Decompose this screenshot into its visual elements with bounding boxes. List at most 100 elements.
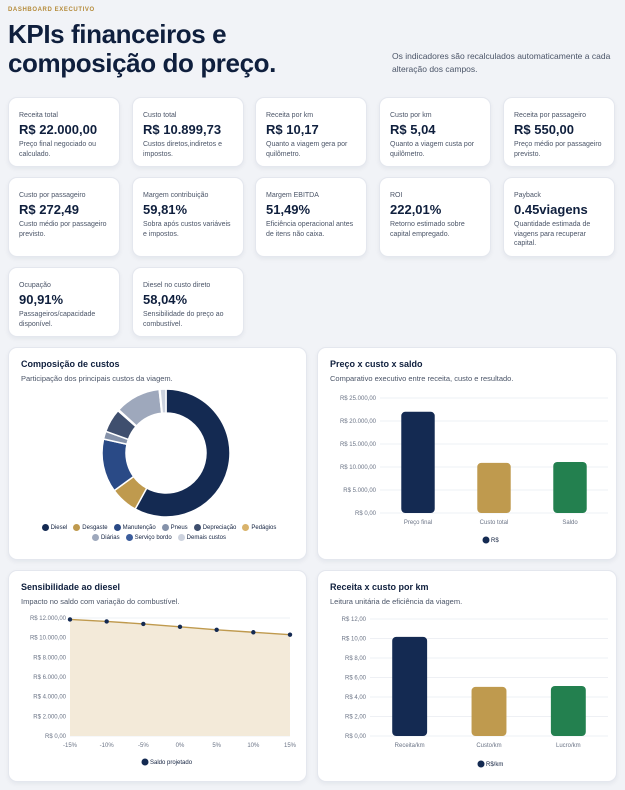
legend-item-diesel[interactable]: Diesel xyxy=(41,524,68,531)
bar-preco-final[interactable] xyxy=(401,411,435,513)
panel-composicao-custos: Composição de custos Participação dos pr… xyxy=(8,347,307,560)
panel-sensibilidade-diesel: Sensibilidade ao diesel Impacto no saldo… xyxy=(8,570,307,782)
kpi-card-custo-por-km: Custo por km R$ 5,04 Quanto a viagem custa… xyxy=(379,97,491,167)
kpi-label: ROI xyxy=(390,192,403,199)
x-tick-label: Saldo xyxy=(562,520,578,526)
kpi-label: Receita total xyxy=(19,112,58,119)
legend-swatch xyxy=(193,524,201,531)
y-tick-label: R$ 6.000,00 xyxy=(33,675,66,681)
legend-swatch xyxy=(242,524,250,531)
legend-label: R$/km xyxy=(486,762,503,768)
x-tick-label: 10% xyxy=(247,743,260,749)
y-tick-label: R$ 25.000,00 xyxy=(340,396,377,402)
y-tick-label: R$ 10.000,00 xyxy=(340,465,377,471)
kpi-description: Quanto a viagem gera por quilômetro. xyxy=(266,141,348,158)
x-tick-label: 15% xyxy=(284,743,297,749)
panel-preco-custo-saldo: Preço x custo x saldo Comparativo execut… xyxy=(317,347,617,560)
bar-receita-km[interactable] xyxy=(392,636,428,736)
y-tick-label: R$ 2,00 xyxy=(345,715,367,721)
bar-custo-km[interactable] xyxy=(471,686,507,736)
legend-swatch xyxy=(41,524,49,531)
y-tick-label: R$ 0,00 xyxy=(355,511,377,517)
bar-chart-km: R$ 0,00 R$ 2,00 R$ 4,00 R$ 6,00 R$ 8,00 R$ 10… xyxy=(342,617,608,768)
dashboard-eyebrow: DASHBOARD EXECUTIVO xyxy=(8,7,95,13)
kpi-card-roi: ROI 222,01% Retorno estimado sobre capital… xyxy=(379,177,491,257)
bar-chart-preco: R$ 0,00 R$ 5.000,00 R$ 10.000,00 R$ 15.000,… xyxy=(340,396,608,544)
kpi-value: 58,04% xyxy=(143,292,188,307)
legend-label: Diesel xyxy=(50,524,68,531)
legend-item-pedagios[interactable]: Pedágios xyxy=(242,524,276,531)
kpi-description: Sensibilidade do preço ao combustível. xyxy=(143,311,224,328)
data-point[interactable] xyxy=(177,624,183,630)
kpi-description: Custo médio por passageiro previsto. xyxy=(19,221,107,238)
legend-swatch xyxy=(73,524,81,531)
kpi-card-receita-total: Receita total R$ 22.000,00 Preço final neg… xyxy=(8,97,120,167)
legend-label: Diárias xyxy=(100,534,120,541)
data-point[interactable] xyxy=(287,632,293,637)
kpi-label: Custo total xyxy=(143,112,177,119)
y-tick-label: R$ 10,00 xyxy=(342,637,367,643)
data-point[interactable] xyxy=(214,627,219,632)
y-tick-label: R$ 0,00 xyxy=(345,734,367,740)
kpi-label: Receita por passageiro xyxy=(514,112,586,119)
y-tick-label: R$ 8.000,00 xyxy=(33,655,66,661)
legend-swatch xyxy=(161,524,169,531)
legend-item-servico-bordo[interactable]: Serviço bordo xyxy=(125,534,172,541)
kpi-value: R$ 550,00 xyxy=(514,122,574,137)
legend-label: Saldo projetado xyxy=(150,760,193,766)
panel-title: Sensibilidade ao diesel xyxy=(21,582,121,592)
kpi-label: Diesel no custo direto xyxy=(143,282,211,289)
x-tick-label: 0% xyxy=(176,743,185,749)
kpi-value: 51,49% xyxy=(266,202,311,217)
legend-swatch[interactable] xyxy=(482,536,490,544)
data-point[interactable] xyxy=(104,619,109,624)
donut-slice-demais-custos[interactable] xyxy=(159,388,167,414)
bar-custo-total[interactable] xyxy=(477,462,511,513)
line-chart-sensibilidade: R$ 0,00 R$ 2.000,00 R$ 4.000,00 R$ 6.000,00… xyxy=(30,616,297,766)
kpi-value: 0.45viagens xyxy=(514,202,588,217)
legend-item-demais-custos[interactable]: Demais custos xyxy=(177,534,226,541)
kpi-description: Quanto a viagem custa por quilômetro. xyxy=(390,141,475,158)
y-tick-label: R$ 12.000,00 xyxy=(30,616,67,622)
y-tick-label: R$ 4,00 xyxy=(345,695,367,701)
kpi-label: Custo por km xyxy=(390,112,432,119)
legend-swatch xyxy=(177,534,185,541)
legend-item-depreciacao[interactable]: Depreciação xyxy=(193,524,236,531)
legend-swatch xyxy=(91,534,99,541)
x-tick-label: Custo/km xyxy=(476,743,501,749)
data-point[interactable] xyxy=(67,617,73,622)
y-tick-label: R$ 20.000,00 xyxy=(340,419,377,425)
kpi-card-custo-total: Custo total R$ 10.899,73 Custos diretos,in… xyxy=(132,97,244,167)
bar-lucro-km[interactable] xyxy=(550,685,586,736)
bar-saldo[interactable] xyxy=(553,461,587,513)
kpi-label: Margem EBITDA xyxy=(266,192,319,199)
x-tick-label: 5% xyxy=(212,743,221,749)
kpi-value: R$ 10,17 xyxy=(266,122,319,137)
kpi-description: Quantidade estimada de viagens para recu… xyxy=(514,221,591,247)
kpi-card-margem-ebitda: Margem EBITDA 51,49% Eficiência operaciona… xyxy=(255,177,367,257)
panel-title: Composição de custos xyxy=(21,359,120,369)
legend-item-diarias[interactable]: Diárias xyxy=(91,534,120,541)
kpi-card-ocupacao: Ocupação 90,91% Passageiros/capacidade dis… xyxy=(8,267,120,337)
data-point[interactable] xyxy=(141,621,146,627)
legend-label: Pneus xyxy=(170,524,188,531)
legend-swatch[interactable] xyxy=(141,758,149,766)
x-tick-label: -5% xyxy=(138,743,149,749)
legend-item-manutencao[interactable]: Manutenção xyxy=(113,524,156,531)
kpi-label: Ocupação xyxy=(19,282,51,289)
y-tick-label: R$ 12,00 xyxy=(342,617,367,623)
kpi-label: Margem contribuição xyxy=(143,192,209,199)
legend-swatch[interactable] xyxy=(477,760,485,768)
legend-item-desgaste[interactable]: Desgaste xyxy=(73,524,108,531)
y-tick-label: R$ 6,00 xyxy=(345,676,367,682)
area-fill xyxy=(70,619,290,736)
kpi-card-margem-contribuicao: Margem contribuição 59,81% Sobra após cust… xyxy=(132,177,244,257)
kpi-description: Preço final negociado ou calculado. xyxy=(19,141,97,158)
kpi-value: 90,91% xyxy=(19,292,64,307)
data-point[interactable] xyxy=(251,630,256,635)
x-tick-label: -10% xyxy=(100,743,115,749)
panel-subtitle: Impacto no saldo com variação do combust… xyxy=(21,597,180,606)
legend-swatch xyxy=(113,524,121,531)
donut-slice-diesel[interactable] xyxy=(134,388,231,518)
legend-item-pneus[interactable]: Pneus xyxy=(161,524,188,531)
